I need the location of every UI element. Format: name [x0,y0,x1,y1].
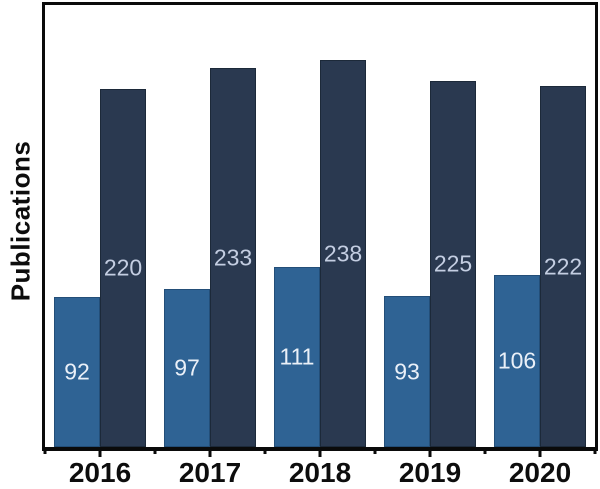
bar-2020-series-2 [540,86,586,447]
bar-2019-series-1 [384,296,430,447]
x-axis-label-2016: 2016 [68,457,132,488]
x-axis-minor-tick-2 [263,448,267,454]
bar-2020-series-1 [494,275,540,447]
x-axis-minor-tick-5 [593,448,597,454]
x-axis-label-2018: 2018 [288,457,352,488]
bar-2017-series-1 [164,289,210,447]
x-axis-major-tick-2016 [98,448,102,457]
bar-2016-series-1 [54,297,100,447]
x-axis-label-2017: 2017 [178,457,242,488]
x-axis-minor-tick-4 [483,448,487,454]
x-axis-minor-tick-3 [373,448,377,454]
x-axis-minor-tick-0 [43,448,47,454]
plot-area: 92 220 97 233 111 238 93 225 106 222 [42,2,598,451]
x-axis-minor-tick-1 [153,448,157,454]
bar-2017-series-2 [210,68,256,447]
x-axis-label-2019: 2019 [398,457,462,488]
bar-2016-series-2 [100,89,146,447]
bar-2018-series-2 [320,60,366,447]
plot-inner: 92 220 97 233 111 238 93 225 106 222 [45,5,595,447]
y-axis-label: Publications [5,140,36,302]
x-axis-major-tick-2017 [208,448,212,457]
bar-2019-series-2 [430,81,476,447]
x-axis-label-2020: 2020 [508,457,572,488]
x-axis: 2016 2017 2018 2019 2020 [43,448,597,489]
x-axis-major-tick-2020 [538,448,542,457]
bar-2018-series-1 [274,267,320,447]
x-axis-major-tick-2018 [318,448,322,457]
x-axis-major-tick-2019 [428,448,432,457]
